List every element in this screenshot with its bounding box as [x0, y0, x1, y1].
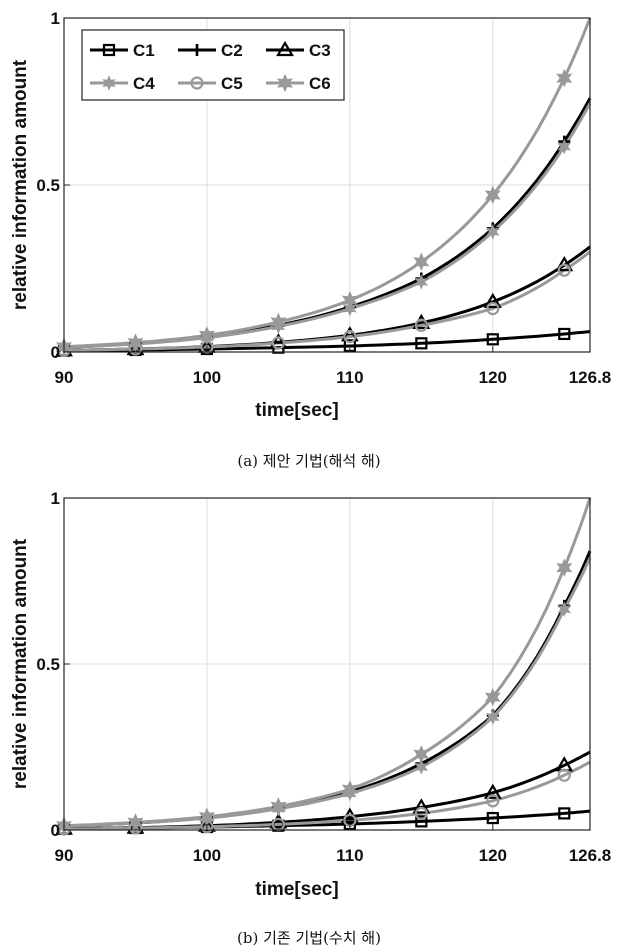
x-tick-label: 120: [479, 846, 507, 865]
x-tick-label: 100: [193, 368, 221, 387]
legend-item-c4: C4: [90, 74, 155, 93]
marker-c6: [556, 68, 573, 88]
marker-c6: [556, 558, 573, 577]
x-tick-label: 126.8: [569, 368, 612, 387]
x-tick-label: 90: [55, 368, 74, 387]
marker-c6: [484, 687, 501, 707]
y-axis-title: relative information amount: [10, 59, 31, 310]
legend-item-c2: C2: [178, 41, 243, 60]
y-tick-label: 1: [51, 9, 60, 28]
marker-c5: [414, 318, 428, 332]
y-axis-title: relative information amount: [10, 538, 31, 789]
legend-label: C2: [221, 41, 243, 60]
x-tick-label: 120: [479, 368, 507, 387]
marker-c4: [557, 601, 571, 617]
marker-c3: [483, 783, 502, 799]
marker-c6: [270, 312, 287, 332]
marker-c5: [486, 794, 500, 808]
marker-c1: [486, 333, 499, 346]
marker-c3: [198, 816, 216, 832]
legend-label: C3: [309, 41, 331, 60]
marker-c3: [340, 326, 359, 342]
marker-c5: [414, 806, 428, 821]
marker-c6: [198, 326, 215, 345]
marker-c1: [415, 337, 428, 350]
legend-item-c1: C1: [90, 41, 155, 60]
marker-c1: [558, 327, 571, 341]
legend: C1 C2 C3 C4 C5 C6: [81, 29, 345, 101]
x-tick-label: 110: [336, 368, 363, 387]
x-tick-label: 126.8: [569, 846, 612, 865]
legend-marker: [277, 73, 293, 93]
legend-item-c3: C3: [266, 40, 331, 60]
series-line-c5: [63, 250, 591, 352]
marker-c1: [415, 815, 428, 828]
marker-c5: [557, 768, 571, 782]
y-tick-label: 0: [51, 821, 60, 840]
x-tick-labels: 90 100 110 120 126.8: [55, 346, 612, 387]
marker-c3: [412, 798, 431, 814]
y-tick-label: 0.5: [36, 176, 60, 195]
legend-label: C5: [221, 74, 243, 93]
legend-marker: [276, 40, 294, 57]
marker-c6: [127, 333, 144, 352]
series-markers: [55, 68, 574, 357]
legend-label: C1: [133, 41, 155, 60]
y-tick-labels: 00.51: [36, 489, 70, 840]
marker-c5: [343, 330, 357, 344]
legend-label: C6: [309, 74, 331, 93]
marker-c3: [269, 333, 288, 349]
marker-c6: [484, 185, 501, 205]
x-axis-title: time[sec]: [255, 879, 338, 900]
series-markers: [55, 558, 574, 836]
marker-c6: [270, 797, 287, 816]
marker-c3: [483, 292, 502, 308]
x-axis-title: time[sec]: [255, 400, 338, 421]
marker-c1: [558, 807, 571, 820]
x-tick-label: 110: [336, 846, 363, 865]
marker-c5: [486, 301, 500, 316]
marker-c6: [413, 745, 430, 764]
legend-item-c5: C5: [178, 74, 243, 93]
legend-item-c6: C6: [266, 73, 331, 93]
marker-c5: [557, 263, 571, 277]
series-line-c5: [63, 760, 591, 831]
y-tick-labels: 00.51: [36, 9, 70, 362]
marker-c6: [341, 779, 358, 799]
marker-c4: [414, 274, 429, 290]
figure-caption: (b) 기존 기법(수치 해): [237, 929, 381, 947]
marker-c4: [486, 709, 500, 725]
marker-c4: [414, 759, 429, 775]
x-tick-label: 90: [55, 846, 74, 865]
marker-c5: [271, 336, 286, 350]
legend-marker: [191, 44, 203, 56]
marker-c6: [413, 252, 430, 272]
legend-label: C4: [133, 74, 155, 93]
x-tick-labels: 90 100 110 120 126.8: [55, 824, 612, 865]
legend-box: [81, 29, 345, 101]
marker-c1: [486, 811, 499, 825]
legend-marker: [190, 76, 204, 90]
marker-c4: [557, 138, 571, 155]
y-tick-label: 1: [51, 489, 60, 508]
marker-c6: [341, 290, 358, 310]
x-tick-label: 100: [193, 846, 221, 865]
marker-c4: [486, 224, 500, 240]
marker-c3: [555, 255, 574, 272]
figure-caption: (a) 제안 기법(해석 해): [237, 452, 380, 470]
legend-marker: [102, 75, 116, 91]
y-tick-label: 0.5: [36, 655, 60, 674]
legend-marker: [102, 43, 116, 57]
y-tick-label: 0: [51, 343, 60, 362]
